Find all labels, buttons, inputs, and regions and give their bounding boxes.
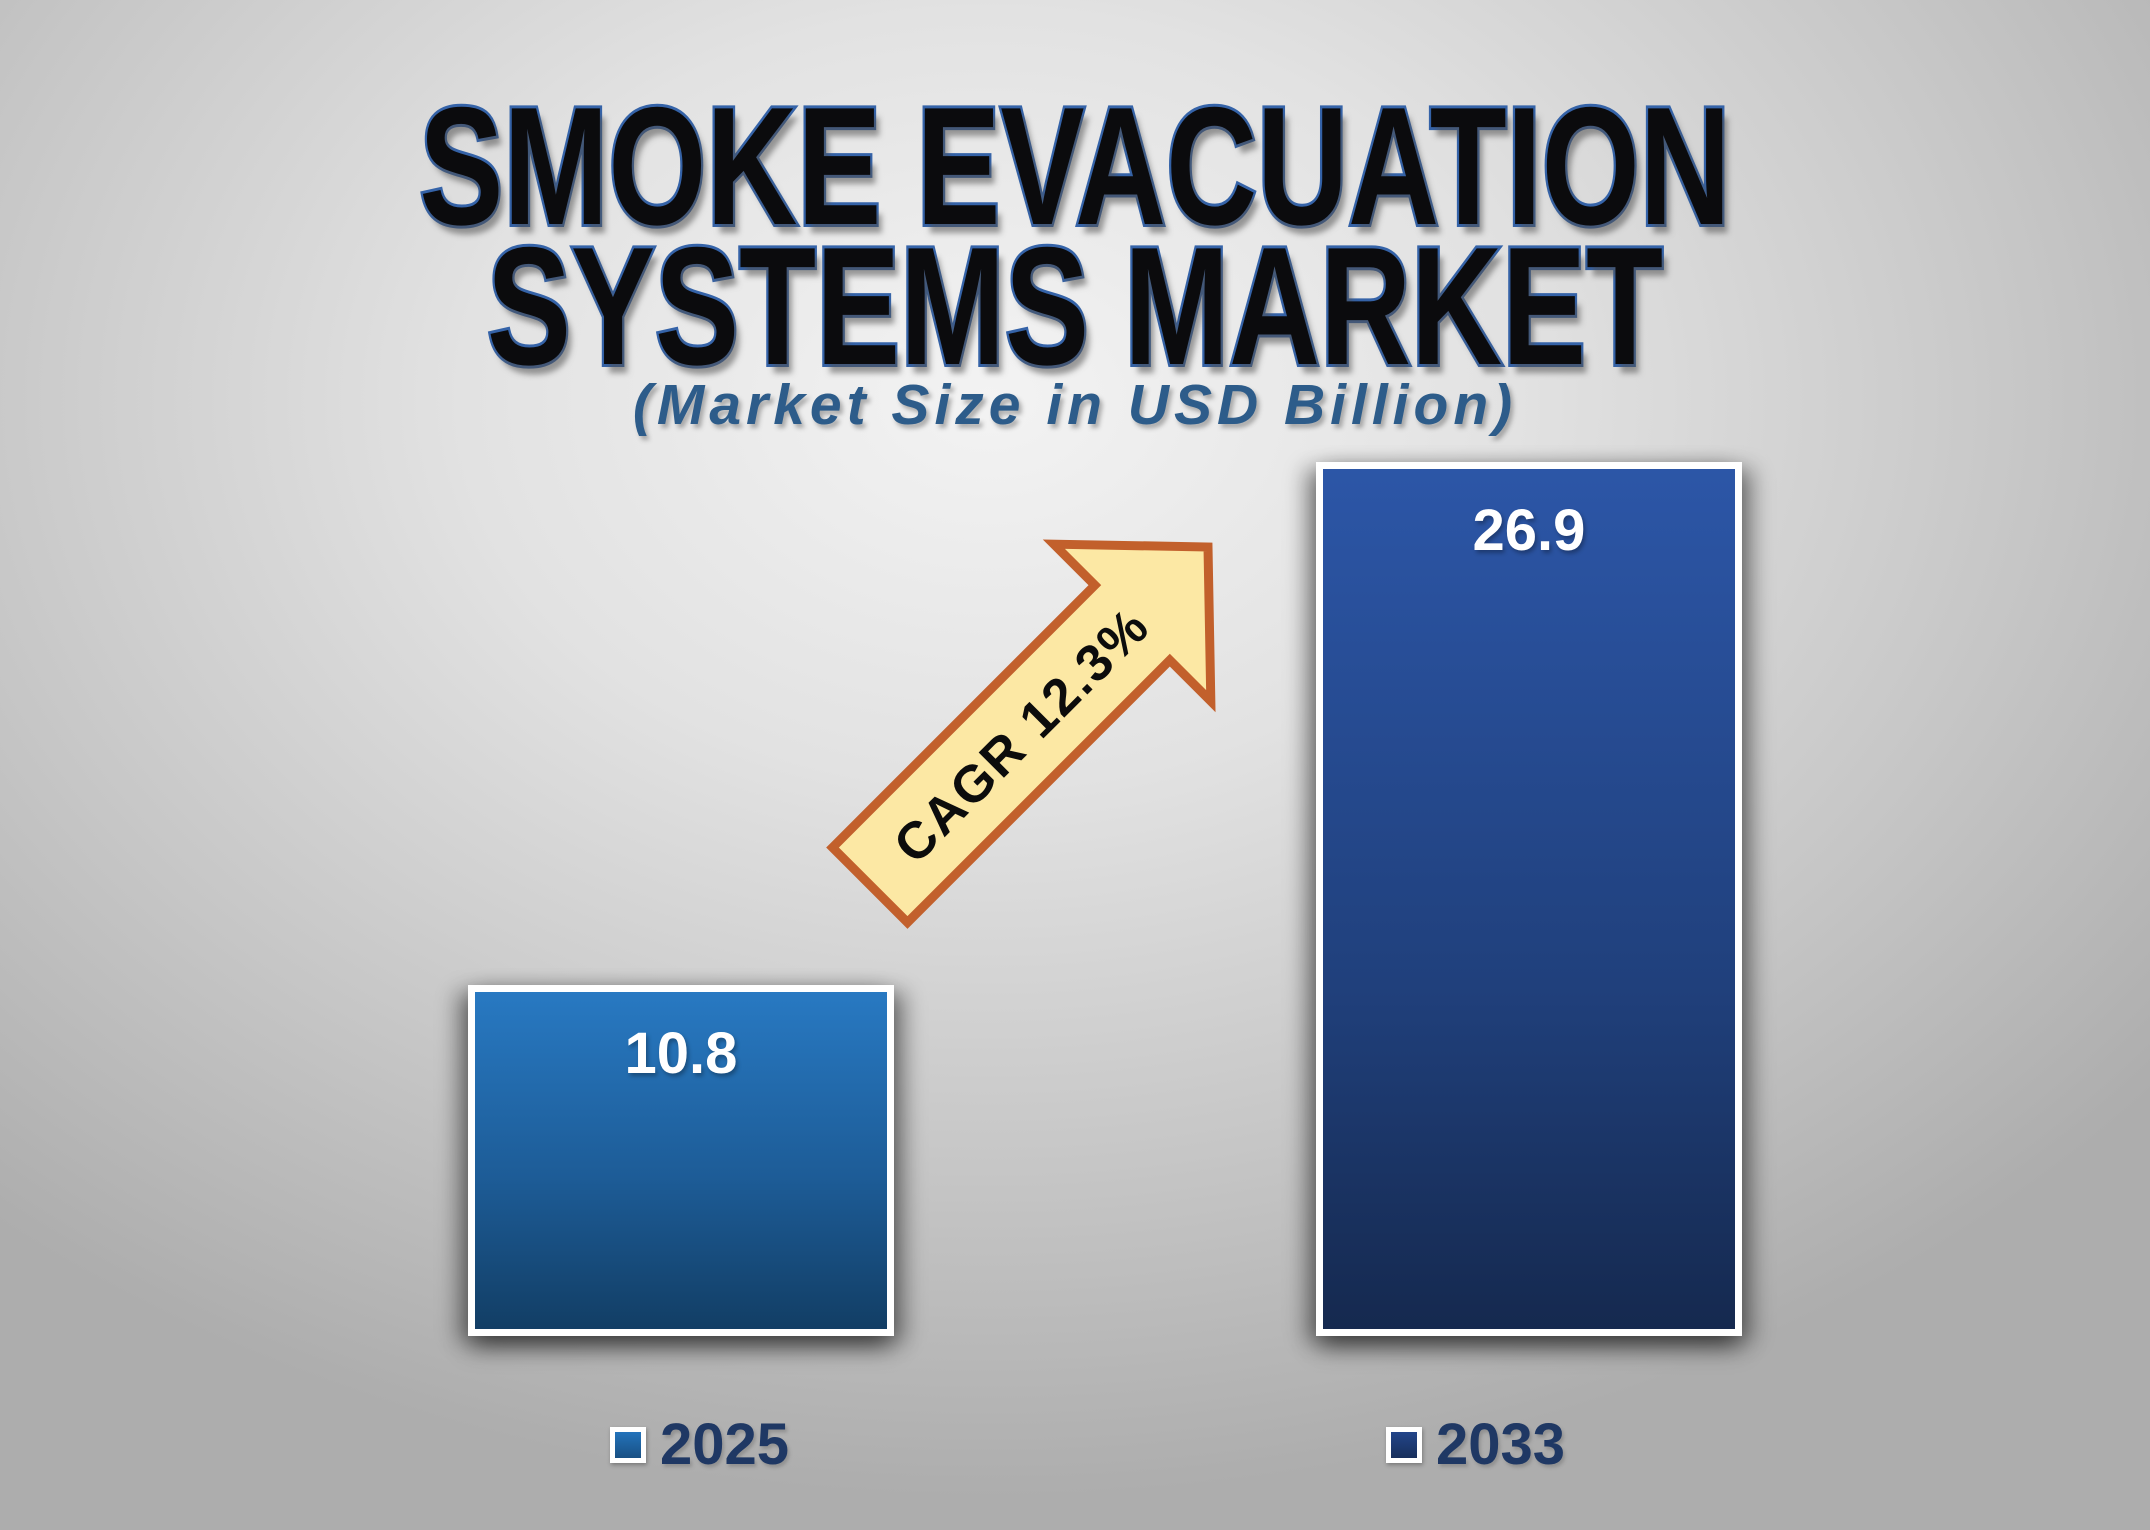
legend-swatch-2033-icon [1386, 1427, 1422, 1463]
legend-swatch-2025-icon [610, 1427, 646, 1463]
bar-2025: 10.8 [468, 985, 894, 1336]
chart-subtitle: (Market Size in USD Billion) [632, 373, 1518, 437]
cagr-label: CAGR 12.3% [883, 597, 1161, 875]
title-line-2: SYSTEMS MARKET [485, 212, 1666, 400]
legend-label-2025: 2025 [660, 1412, 790, 1477]
bar-value-2033: 26.9 [1472, 498, 1586, 563]
legend-item-2025: 2025 [610, 1416, 789, 1474]
bar-value-2025: 10.8 [624, 1021, 738, 1086]
growth-arrow-icon [826, 539, 1216, 929]
legend-label-2033: 2033 [1436, 1412, 1566, 1477]
title-line-1: SMOKE EVACUATION [417, 72, 1733, 260]
bar-2033: 26.9 [1316, 462, 1742, 1336]
legend-item-2033: 2033 [1386, 1416, 1565, 1474]
page-title: SMOKE EVACUATION SYSTEMS MARKET [0, 72, 2150, 400]
